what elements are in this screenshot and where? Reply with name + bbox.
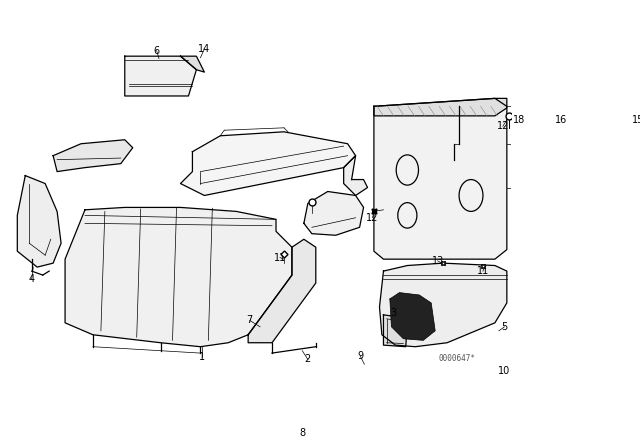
Text: 5: 5 <box>501 322 508 332</box>
Text: 3: 3 <box>390 308 396 318</box>
Text: 7: 7 <box>246 315 253 325</box>
Polygon shape <box>304 191 364 235</box>
Polygon shape <box>180 132 356 195</box>
Text: 2: 2 <box>305 354 311 365</box>
Polygon shape <box>180 56 204 72</box>
Polygon shape <box>248 239 316 343</box>
Polygon shape <box>390 293 435 340</box>
Text: 8: 8 <box>300 428 305 438</box>
Polygon shape <box>65 207 292 347</box>
Text: 12: 12 <box>366 213 378 223</box>
Polygon shape <box>374 99 507 116</box>
Text: 13: 13 <box>431 256 444 266</box>
Text: 1: 1 <box>199 352 205 362</box>
Text: 15: 15 <box>632 115 640 125</box>
Text: 11: 11 <box>477 266 489 276</box>
Text: 16: 16 <box>555 115 567 125</box>
Text: 0000647*: 0000647* <box>438 354 475 363</box>
Polygon shape <box>17 176 61 267</box>
Polygon shape <box>383 315 407 347</box>
Polygon shape <box>125 56 196 96</box>
Text: 6: 6 <box>154 46 159 56</box>
Text: 14: 14 <box>198 44 211 54</box>
Text: 9: 9 <box>357 351 364 361</box>
Polygon shape <box>374 99 507 259</box>
Text: 11: 11 <box>274 253 286 263</box>
Text: 4: 4 <box>29 274 35 284</box>
Polygon shape <box>53 140 132 172</box>
Text: 18: 18 <box>513 115 525 125</box>
Text: 12: 12 <box>497 121 509 131</box>
Polygon shape <box>344 155 367 195</box>
Text: 10: 10 <box>499 366 511 375</box>
Polygon shape <box>380 263 507 347</box>
